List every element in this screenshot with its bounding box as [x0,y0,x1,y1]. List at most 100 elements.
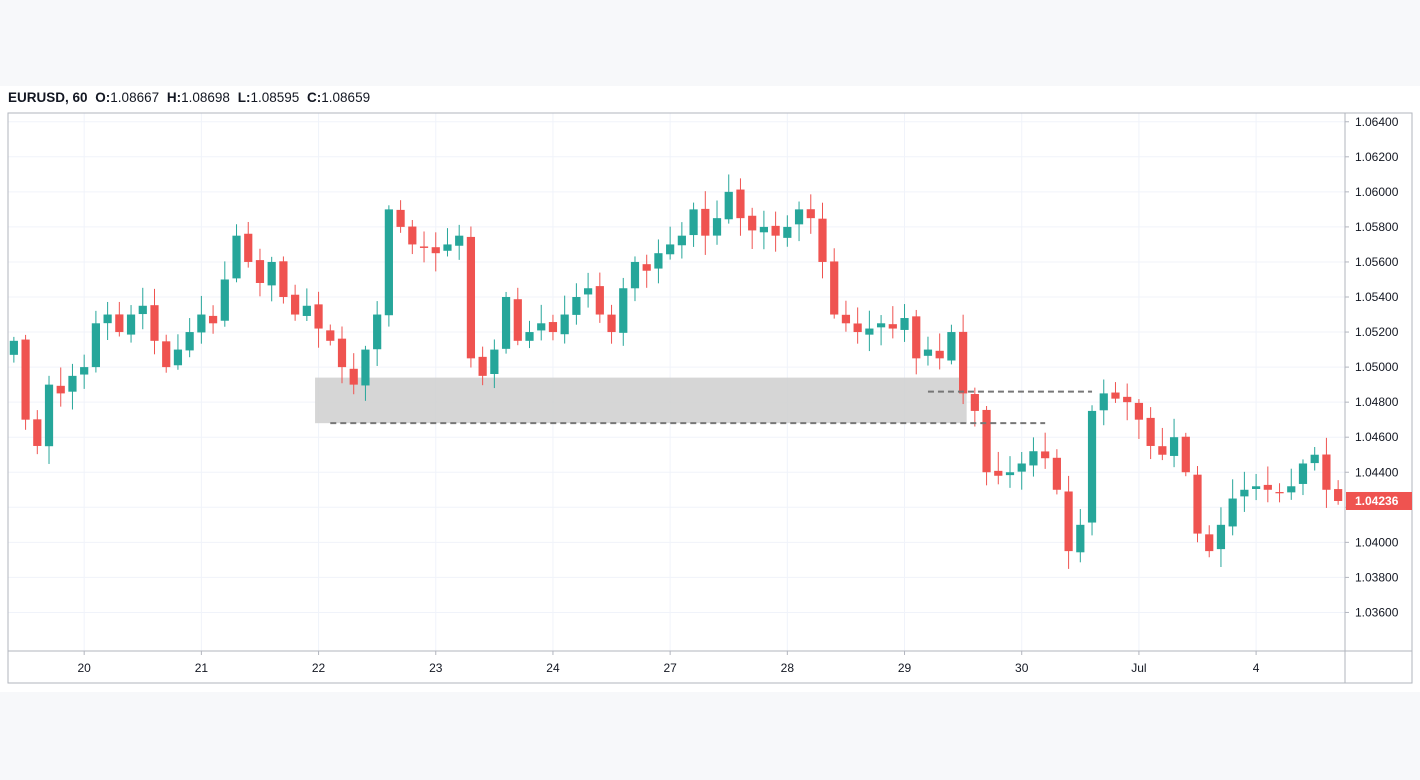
candle-body [806,209,815,219]
candle-body [1005,472,1015,476]
candle-body [185,332,194,351]
y-tick-label: 1.03600 [1355,605,1399,619]
symbol-label: EURUSD, 60 [8,90,88,105]
x-tick-label: 29 [898,661,912,675]
candle-body [21,339,30,420]
y-tick-label: 1.03800 [1355,570,1399,584]
candlestick-chart[interactable]: 1.06400 1.06200 1.06000 1.05800 1.05600 1.054… [0,86,1420,692]
candle-body [126,314,136,335]
candle-body [1052,457,1061,490]
candle-body [654,253,663,269]
candle-body [150,305,159,341]
candle-body [1275,492,1284,494]
candle-body [1087,410,1097,523]
candle-body [255,260,265,283]
y-tick-label: 1.05400 [1355,290,1399,304]
candle-body [455,235,464,246]
x-tick-label: 30 [1015,661,1029,675]
candle-body [373,314,382,350]
y-tick-label: 1.04800 [1355,395,1399,409]
candle-body [244,233,253,262]
candle-body [91,323,100,368]
candle-body [1205,534,1214,552]
candle-body [970,394,979,411]
candle-body [1252,486,1261,489]
y-tick-label: 1.04000 [1355,535,1399,549]
symbol-ohlc-header: EURUSD, 60 O:1.08667 H:1.08698 L:1.08595… [8,89,370,107]
high-value: 1.08698 [181,90,230,105]
y-tick-label: 1.04400 [1355,465,1399,479]
candle-body [208,315,218,324]
candle-body [220,279,229,321]
candle-body [68,375,77,392]
candle-body [537,323,546,331]
candle-body [1029,451,1038,466]
candle-body [337,338,347,368]
candle-body [642,264,651,271]
candle-body [1228,498,1237,527]
candle-body [865,328,874,335]
candle-body [1064,491,1073,552]
candle-body [419,246,429,248]
candle-body [115,314,124,333]
candle-body [560,314,569,335]
candle-body [1240,489,1249,497]
x-tick-label: 22 [312,661,326,675]
candle-body [1310,454,1319,464]
candle-body [33,419,42,446]
candle-body [1041,451,1050,459]
candle-body [1263,484,1272,490]
candle-body [748,215,757,231]
candle-body [56,385,65,394]
candle-body [431,247,440,254]
candle-body [291,294,300,315]
low-value: 1.08595 [250,90,300,105]
candle-body [501,297,511,349]
y-tick-label: 1.06200 [1355,150,1399,164]
candle-body [853,323,862,333]
x-tick-label: 20 [77,661,91,675]
candle-body [349,368,358,385]
candle-body [302,305,311,316]
candle-body [1181,436,1190,473]
candle-body [478,356,487,376]
y-tick-label: 1.06400 [1355,115,1399,129]
support-zone [315,377,967,424]
candle-body [9,340,18,355]
x-tick-label: 21 [195,661,209,675]
close-label: C: [307,90,322,105]
y-tick-label: 1.05000 [1355,360,1399,374]
candle-body [1123,396,1132,403]
candle-body [232,235,241,279]
x-tick-label: 24 [546,661,560,675]
candle-body [1076,524,1085,553]
candle-body [994,470,1003,476]
y-tick-label: 1.05600 [1355,255,1399,269]
low-label: L: [237,90,251,105]
candle-body [607,314,616,333]
x-tick-label: 23 [429,661,443,675]
candle-body [1334,489,1343,501]
candle-body [103,314,112,324]
x-tick-label: 28 [781,661,795,675]
candle-body [1134,402,1144,420]
candle-body [783,226,792,238]
candle-body [466,236,476,359]
candle-body [138,305,147,315]
candle-body [1193,474,1202,534]
candle-body [513,299,522,341]
candle-body [1216,524,1226,550]
high-label: H: [166,90,182,105]
candle-body [876,323,886,328]
candle-body [619,288,628,333]
candle-body [1287,486,1296,493]
candle-body [794,209,804,225]
candle-body [724,191,733,220]
candle-body [1298,463,1308,484]
candle-body [947,332,956,361]
candle-body [959,331,968,394]
candle-body [197,314,206,333]
chart-panel: EURUSD, 60 O:1.08667 H:1.08698 L:1.08595… [0,86,1420,692]
candle-body [736,189,745,219]
candle-body [572,297,581,315]
